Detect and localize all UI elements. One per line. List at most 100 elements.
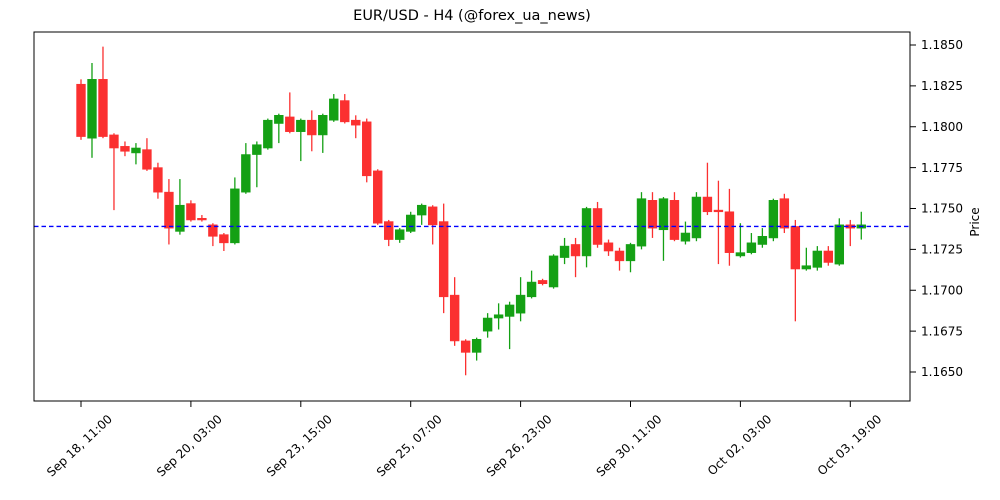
chart-title: EUR/USD - H4 (@forex_ua_news) (353, 8, 591, 24)
candle-body (186, 203, 196, 221)
candle-body (142, 149, 152, 170)
candle-up (680, 221, 691, 245)
y-tick-label: 1.1850 (921, 38, 963, 52)
candle-body (603, 242, 614, 252)
candle-down (603, 239, 614, 256)
candle-up (241, 143, 251, 194)
candle-up (87, 62, 97, 158)
candle-body (570, 244, 581, 257)
candle-body (87, 79, 97, 139)
candle-up (812, 246, 823, 271)
candle-up (658, 197, 669, 261)
candle-body (658, 198, 669, 231)
candle-body (197, 218, 207, 221)
y-tick-label: 1.1825 (921, 79, 963, 93)
candle-up (318, 113, 328, 153)
candle-down (153, 162, 163, 199)
y-tick-label: 1.1725 (921, 243, 963, 257)
candle-up (405, 211, 416, 234)
candle-body (307, 119, 317, 136)
candle-down (460, 339, 471, 376)
candle-down (614, 247, 625, 271)
candle-up (131, 143, 141, 165)
candle-body (790, 226, 801, 270)
candle-up (526, 270, 537, 299)
candle-down (197, 215, 207, 222)
candle-body (493, 314, 504, 319)
candle-body (252, 144, 262, 155)
candle-body (241, 154, 251, 193)
candle-down (384, 219, 394, 247)
candle-body (329, 98, 339, 121)
candle-body (559, 245, 570, 258)
candle-down (208, 223, 218, 247)
candle-body (515, 294, 526, 314)
candle-body (713, 209, 724, 213)
candle-body (109, 134, 119, 149)
candle-down (647, 192, 658, 238)
candle-down (307, 110, 317, 152)
candle-body (340, 100, 350, 123)
candle-body (471, 338, 482, 353)
candle-body (318, 115, 328, 136)
candle-body (296, 119, 306, 132)
candle-body (405, 214, 416, 232)
candle-down (823, 246, 834, 266)
candle-up (559, 237, 570, 265)
candle-body (219, 234, 229, 244)
candle-up (296, 118, 306, 162)
candle-down (362, 118, 372, 183)
candle-down (109, 133, 119, 211)
candle-body (779, 198, 790, 229)
candle-body (208, 224, 218, 237)
candle-up (493, 303, 504, 330)
candle-body (449, 294, 460, 342)
candle-down (351, 115, 361, 139)
candle-body (625, 244, 636, 262)
candle-body (702, 196, 713, 213)
candle-down (702, 162, 713, 216)
candle-body (131, 147, 141, 154)
candle-body (526, 281, 537, 298)
candle-body (735, 252, 746, 257)
candle-down (98, 46, 108, 139)
candle-down (438, 203, 449, 314)
candle-body (230, 188, 240, 244)
candle-body (614, 250, 625, 262)
candle-up (175, 179, 185, 235)
candle-body (285, 116, 295, 132)
candle-down (592, 201, 603, 248)
candle-body (537, 280, 548, 285)
candle-up (482, 313, 493, 338)
candle-down (713, 180, 724, 265)
candle-up (735, 223, 746, 258)
candle-body (460, 340, 471, 353)
candle-down (427, 205, 438, 245)
candle-down (724, 188, 735, 266)
candle-body (812, 250, 823, 268)
candle-body (647, 200, 658, 229)
candle-down (164, 179, 174, 245)
y-tick-label: 1.1800 (921, 120, 963, 134)
candle-up (691, 192, 702, 242)
candle-body (504, 304, 515, 317)
candle-body (76, 83, 86, 137)
y-tick-label: 1.1750 (921, 202, 963, 216)
candle-down (537, 278, 548, 286)
candle-up (504, 301, 515, 350)
candle-body (801, 265, 812, 270)
candle-body (680, 232, 691, 242)
candle-up (746, 233, 757, 255)
y-axis-title: Price (968, 207, 982, 236)
candle-up (230, 177, 240, 245)
candle-up (581, 206, 592, 268)
candle-body (384, 221, 394, 240)
candle-body (724, 211, 735, 253)
candle-body (438, 221, 449, 298)
candle-up (768, 198, 779, 242)
candle-up (548, 254, 559, 289)
candle-body (823, 250, 834, 263)
candle-down (570, 237, 581, 278)
